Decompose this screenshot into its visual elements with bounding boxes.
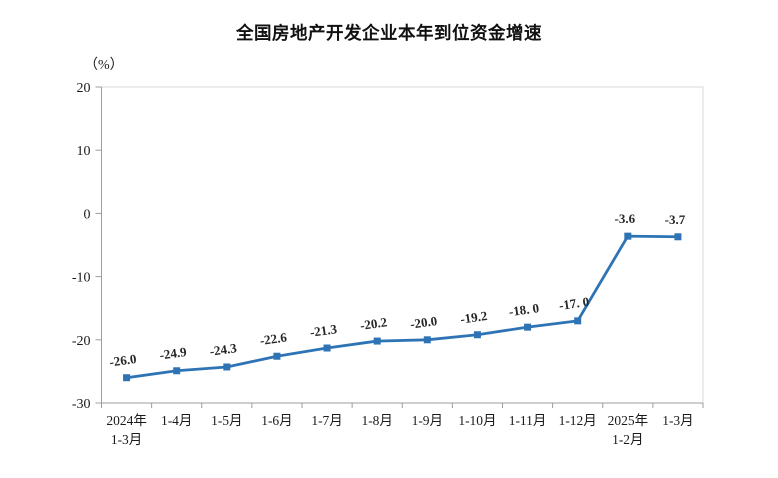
- data-point-label: -22.6: [259, 329, 288, 348]
- x-axis-category-label: 1-9月: [412, 413, 444, 428]
- data-point-marker: [674, 233, 682, 241]
- data-point-marker: [373, 337, 381, 345]
- x-axis-category-label: 1-4月: [161, 413, 193, 428]
- chart-title: 全国房地产开发企业本年到位资金增速: [236, 23, 542, 43]
- x-axis-category-label: 1-11月: [509, 413, 547, 428]
- data-point-label: -3.7: [665, 212, 686, 227]
- x-axis-category-label: 1-2月: [612, 432, 644, 447]
- series-line: [125, 234, 680, 380]
- x-axis-category-label: 1-3月: [111, 432, 143, 447]
- data-point-label: -24.3: [209, 340, 238, 359]
- y-axis-unit-label: （%）: [84, 58, 124, 73]
- y-axis-tick-label: 20: [77, 81, 91, 96]
- data-point-label: -20.0: [409, 313, 438, 332]
- x-axis-category-label: 1-3月: [662, 413, 694, 428]
- data-point-label: -20.2: [359, 314, 388, 333]
- data-point-label: -3.6: [615, 211, 636, 226]
- x-axis-category-label: 1-8月: [361, 413, 393, 428]
- x-axis-category-label: 1-6月: [261, 413, 293, 428]
- data-point-marker: [423, 336, 431, 344]
- x-axis-category-label: 1-5月: [211, 413, 243, 428]
- x-axis-category-label: 1-10月: [458, 413, 496, 428]
- y-axis-tick-label: 0: [84, 207, 91, 222]
- data-point-marker: [624, 232, 632, 240]
- data-point-marker: [123, 374, 131, 382]
- data-point-marker: [223, 363, 231, 371]
- data-point-marker: [173, 367, 181, 375]
- data-point-marker: [273, 352, 281, 360]
- data-point-marker: [524, 323, 532, 331]
- y-axis-tick-label: -20: [72, 334, 91, 349]
- data-point-marker: [574, 317, 582, 325]
- data-point-label: -24.9: [159, 344, 188, 363]
- data-point-marker: [323, 344, 331, 352]
- x-axis-category-label: 2025年: [608, 413, 649, 428]
- x-axis-category-label: 2024年: [106, 413, 147, 428]
- data-point-label: -21.3: [309, 321, 338, 340]
- x-axis-category-label: 1-12月: [559, 413, 597, 428]
- data-point-label: -18. 0: [508, 300, 540, 319]
- y-axis-tick-label: -10: [72, 271, 91, 286]
- y-axis-tick-label: 10: [77, 144, 91, 159]
- data-point-marker: [473, 331, 481, 339]
- x-axis-category-label: 1-7月: [311, 413, 343, 428]
- data-point-label: -19.2: [459, 308, 488, 327]
- data-point-label: -26.0: [108, 351, 137, 370]
- data-point-label: -17. 0: [558, 294, 590, 313]
- y-axis-tick-label: -30: [72, 397, 91, 412]
